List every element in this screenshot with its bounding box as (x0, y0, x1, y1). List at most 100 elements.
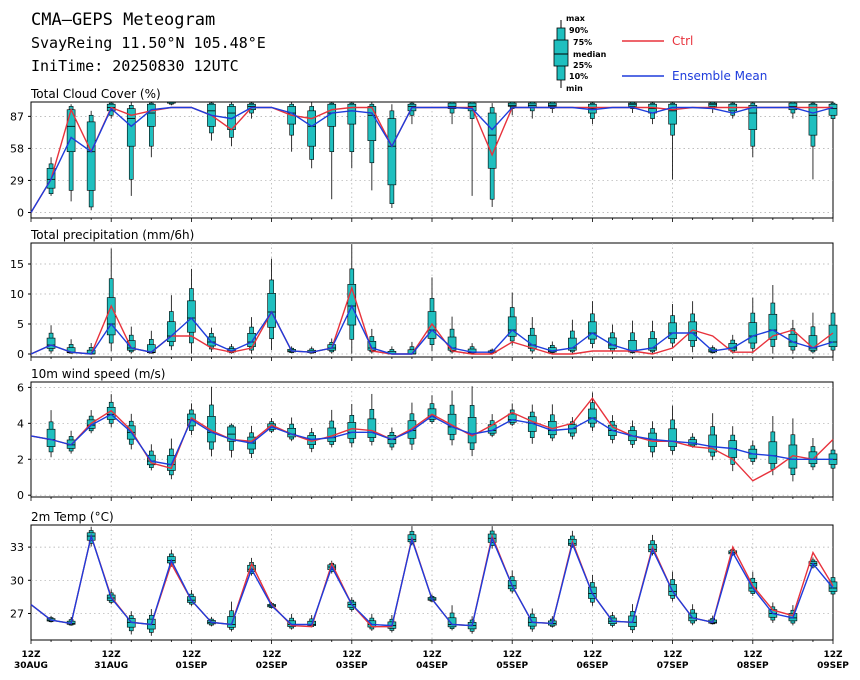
panel-title: Total precipitation (mm/6h) (30, 228, 194, 242)
box-inner (628, 340, 637, 353)
x-tick-label-date: 06SEP (577, 661, 609, 671)
box-inner (247, 333, 256, 347)
legend-label-min: min (566, 84, 583, 93)
y-tick-label: 2 (17, 453, 24, 466)
box-inner (668, 428, 677, 447)
box-inner (307, 110, 317, 147)
box-group (46, 101, 838, 211)
legend-mean-label: Ensemble Mean (672, 69, 767, 83)
box-inner (788, 333, 798, 347)
x-tick-label-date: 05SEP (496, 661, 528, 671)
box-inner (126, 340, 136, 351)
box-inner (467, 417, 477, 444)
box-inner (728, 343, 738, 351)
box-inner (808, 103, 818, 136)
box-inner (748, 322, 758, 344)
mean-series-line (30, 413, 833, 466)
panel-title: 2m Temp (°C) (31, 510, 114, 524)
x-axis: 12Z30AUG12Z31AUG12Z01SEP12Z02SEP12Z03SEP… (14, 650, 849, 671)
box-inner (487, 112, 497, 169)
legend-label-p75: 75% (573, 38, 592, 47)
box-inner (547, 102, 557, 107)
x-tick-label-time: 12Z (823, 650, 843, 660)
box-inner (808, 451, 818, 464)
box-inner (808, 335, 818, 351)
box-inner (588, 321, 597, 340)
y-tick-label: 5 (17, 318, 24, 331)
box-inner (507, 316, 517, 337)
x-tick-label-date: 01SEP (176, 661, 208, 671)
box-inner (668, 322, 677, 340)
y-tick-label: 15 (10, 258, 24, 271)
panel-cloud-cover: Total Cloud Cover (%) 0 29 58 87 (10, 87, 838, 222)
panel-wind-speed: 10m wind speed (m/s) 0 2 4 6 (17, 367, 838, 502)
station-location: SvayReing 11.50°N 105.48°E (31, 34, 266, 52)
x-tick-label-time: 12Z (422, 650, 442, 660)
x-tick-label-time: 12Z (262, 650, 282, 660)
legend: max 90% 75% median 25% 10% min Ctrl Ense… (553, 14, 767, 93)
box-inner (708, 434, 718, 453)
box-inner (347, 103, 357, 125)
box-inner (46, 337, 56, 349)
box-inner (828, 103, 838, 116)
legend-label-p25: 25% (573, 61, 592, 70)
panel-temperature: 2m Temp (°C) 27 30 33 (10, 510, 838, 644)
x-tick-label-time: 12Z (743, 650, 763, 660)
box-inner (367, 106, 377, 141)
box-inner (748, 105, 758, 130)
y-tick-label: 0 (17, 348, 24, 361)
x-tick-label-date: 08SEP (737, 661, 769, 671)
box-inner (187, 300, 196, 333)
y-tick-label: 87 (10, 110, 24, 123)
legend-label-median: median (573, 50, 607, 59)
y-tick-label: 0 (17, 489, 24, 502)
init-time: IniTime: 20250830 12UTC (31, 57, 239, 75)
y-tick-label: 27 (10, 607, 24, 620)
box-inner (768, 313, 778, 340)
legend-box-inner (553, 39, 569, 67)
box-inner (768, 441, 778, 464)
x-tick-label-date: 09SEP (817, 661, 849, 671)
x-tick-label-date: 02SEP (256, 661, 288, 671)
box-inner (628, 102, 637, 107)
y-tick-label: 33 (10, 541, 24, 554)
header: CMA—GEPS Meteogram SvayReing 11.50°N 105… (31, 10, 266, 75)
y-tick-label: 4 (17, 417, 24, 430)
legend-label-p90: 90% (569, 26, 588, 35)
box-inner (367, 418, 377, 438)
y-tick-label: 0 (17, 206, 24, 219)
box-inner (387, 118, 397, 186)
y-tick-label: 30 (10, 574, 24, 587)
ctrl-series-line (30, 397, 834, 482)
x-tick-label-date: 03SEP (336, 661, 368, 671)
box-outer (329, 102, 335, 153)
box-outer (349, 102, 355, 153)
panel-title: 10m wind speed (m/s) (31, 367, 165, 381)
x-tick-label-time: 12Z (102, 650, 122, 660)
panel-title: Total Cloud Cover (%) (30, 87, 161, 101)
x-tick-label-time: 12Z (583, 650, 603, 660)
legend-label-p10: 10% (569, 72, 588, 81)
mean-series-line (30, 533, 834, 627)
box-inner (407, 420, 417, 439)
box-inner (227, 616, 236, 628)
mean-series-line (30, 106, 834, 213)
box-inner (447, 102, 457, 109)
box-inner (507, 413, 517, 423)
box-inner (86, 121, 96, 191)
x-tick-label-time: 12Z (503, 650, 523, 660)
x-tick-label-date: 04SEP (416, 661, 448, 671)
box-inner (828, 581, 838, 592)
panel-precipitation: Total precipitation (mm/6h) 0 5 10 15 (10, 228, 838, 361)
box-inner (708, 102, 718, 107)
legend-label-max: max (566, 14, 586, 23)
x-tick-label-date: 07SEP (657, 661, 689, 671)
box-inner (267, 293, 276, 328)
box-inner (447, 617, 457, 628)
panels: Total Cloud Cover (%) 0 29 58 87 Total precip… (10, 87, 838, 644)
x-tick-label-time: 12Z (342, 650, 362, 660)
x-tick-label-date: 31AUG (94, 661, 128, 671)
mean-series-line (30, 304, 834, 355)
